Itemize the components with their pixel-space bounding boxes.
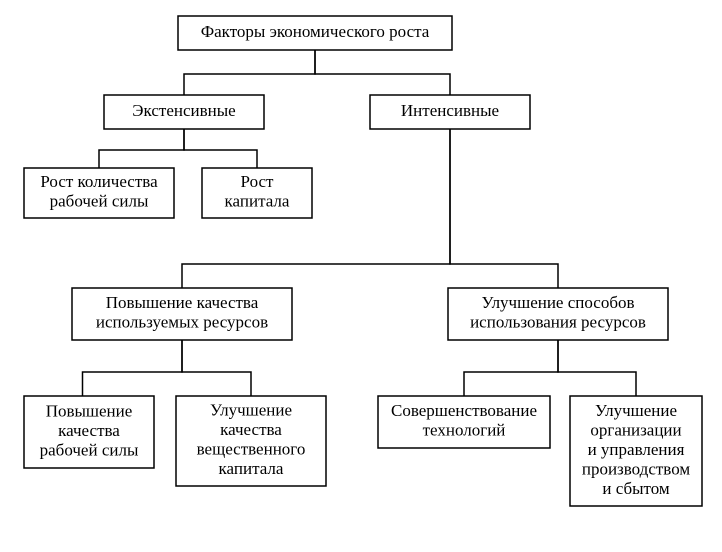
node-org-line-1: организации xyxy=(590,420,681,439)
node-usage_res: Улучшение способовиспользования ресурсов xyxy=(448,288,668,340)
node-quality_res: Повышение качестваиспользуемых ресурсов xyxy=(72,288,292,340)
nodes-layer: Факторы экономического роста Экстенсивные… xyxy=(24,16,702,506)
node-labor_q: Повышениекачестварабочей силы xyxy=(24,396,154,468)
node-mat_cap-line-3: капитала xyxy=(219,459,284,478)
node-org-line-3: производством xyxy=(582,459,691,478)
node-intensive: Интенсивные xyxy=(370,95,530,129)
node-intensive-line-0: Интенсивные xyxy=(401,101,499,120)
node-org-line-2: и управления xyxy=(588,440,685,459)
node-org-line-0: Улучшение xyxy=(595,401,677,420)
node-tech-line-1: технологий xyxy=(423,421,506,440)
edge-root-extensive xyxy=(184,50,315,95)
edge-quality_res-mat_cap xyxy=(182,340,251,396)
edge-root-intensive xyxy=(315,50,450,95)
node-labor_q-line-2: рабочей силы xyxy=(40,440,139,459)
edge-extensive-capital xyxy=(184,129,257,168)
node-capital-line-1: капитала xyxy=(225,192,290,211)
node-root: Факторы экономического роста xyxy=(178,16,452,50)
node-capital: Росткапитала xyxy=(202,168,312,218)
node-labor_qty: Рост количестварабочей силы xyxy=(24,168,174,218)
node-usage_res-line-0: Улучшение способов xyxy=(481,293,634,312)
node-quality_res-line-0: Повышение качества xyxy=(106,293,259,312)
node-org-line-4: и сбытом xyxy=(602,479,670,498)
node-mat_cap-line-2: вещественного xyxy=(197,440,306,459)
node-tech: Совершенствованиетехнологий xyxy=(378,396,550,448)
node-quality_res-line-1: используемых ресурсов xyxy=(96,313,268,332)
node-capital-line-0: Рост xyxy=(241,172,275,191)
edge-usage_res-tech xyxy=(464,340,558,396)
edge-intensive-usage_res xyxy=(450,129,558,288)
node-org: Улучшениеорганизациии управленияпроизвод… xyxy=(570,396,702,506)
edge-usage_res-org xyxy=(558,340,636,396)
node-labor_qty-line-0: Рост количества xyxy=(40,172,158,191)
edge-quality_res-labor_q xyxy=(83,340,183,396)
node-usage_res-line-1: использования ресурсов xyxy=(470,313,646,332)
node-mat_cap-line-0: Улучшение xyxy=(210,401,292,420)
node-labor_q-line-0: Повышение xyxy=(46,401,133,420)
edge-extensive-labor_qty xyxy=(99,129,184,168)
node-mat_cap: Улучшениекачествавещественногокапитала xyxy=(176,396,326,486)
node-labor_q-line-1: качества xyxy=(58,421,120,440)
node-extensive-line-0: Экстенсивные xyxy=(132,101,235,120)
node-root-line-0: Факторы экономического роста xyxy=(201,22,430,41)
hierarchy-diagram: Факторы экономического роста Экстенсивные… xyxy=(0,0,722,552)
node-mat_cap-line-1: качества xyxy=(220,420,282,439)
node-tech-line-0: Совершенствование xyxy=(391,401,537,420)
node-labor_qty-line-1: рабочей силы xyxy=(50,192,149,211)
node-extensive: Экстенсивные xyxy=(104,95,264,129)
